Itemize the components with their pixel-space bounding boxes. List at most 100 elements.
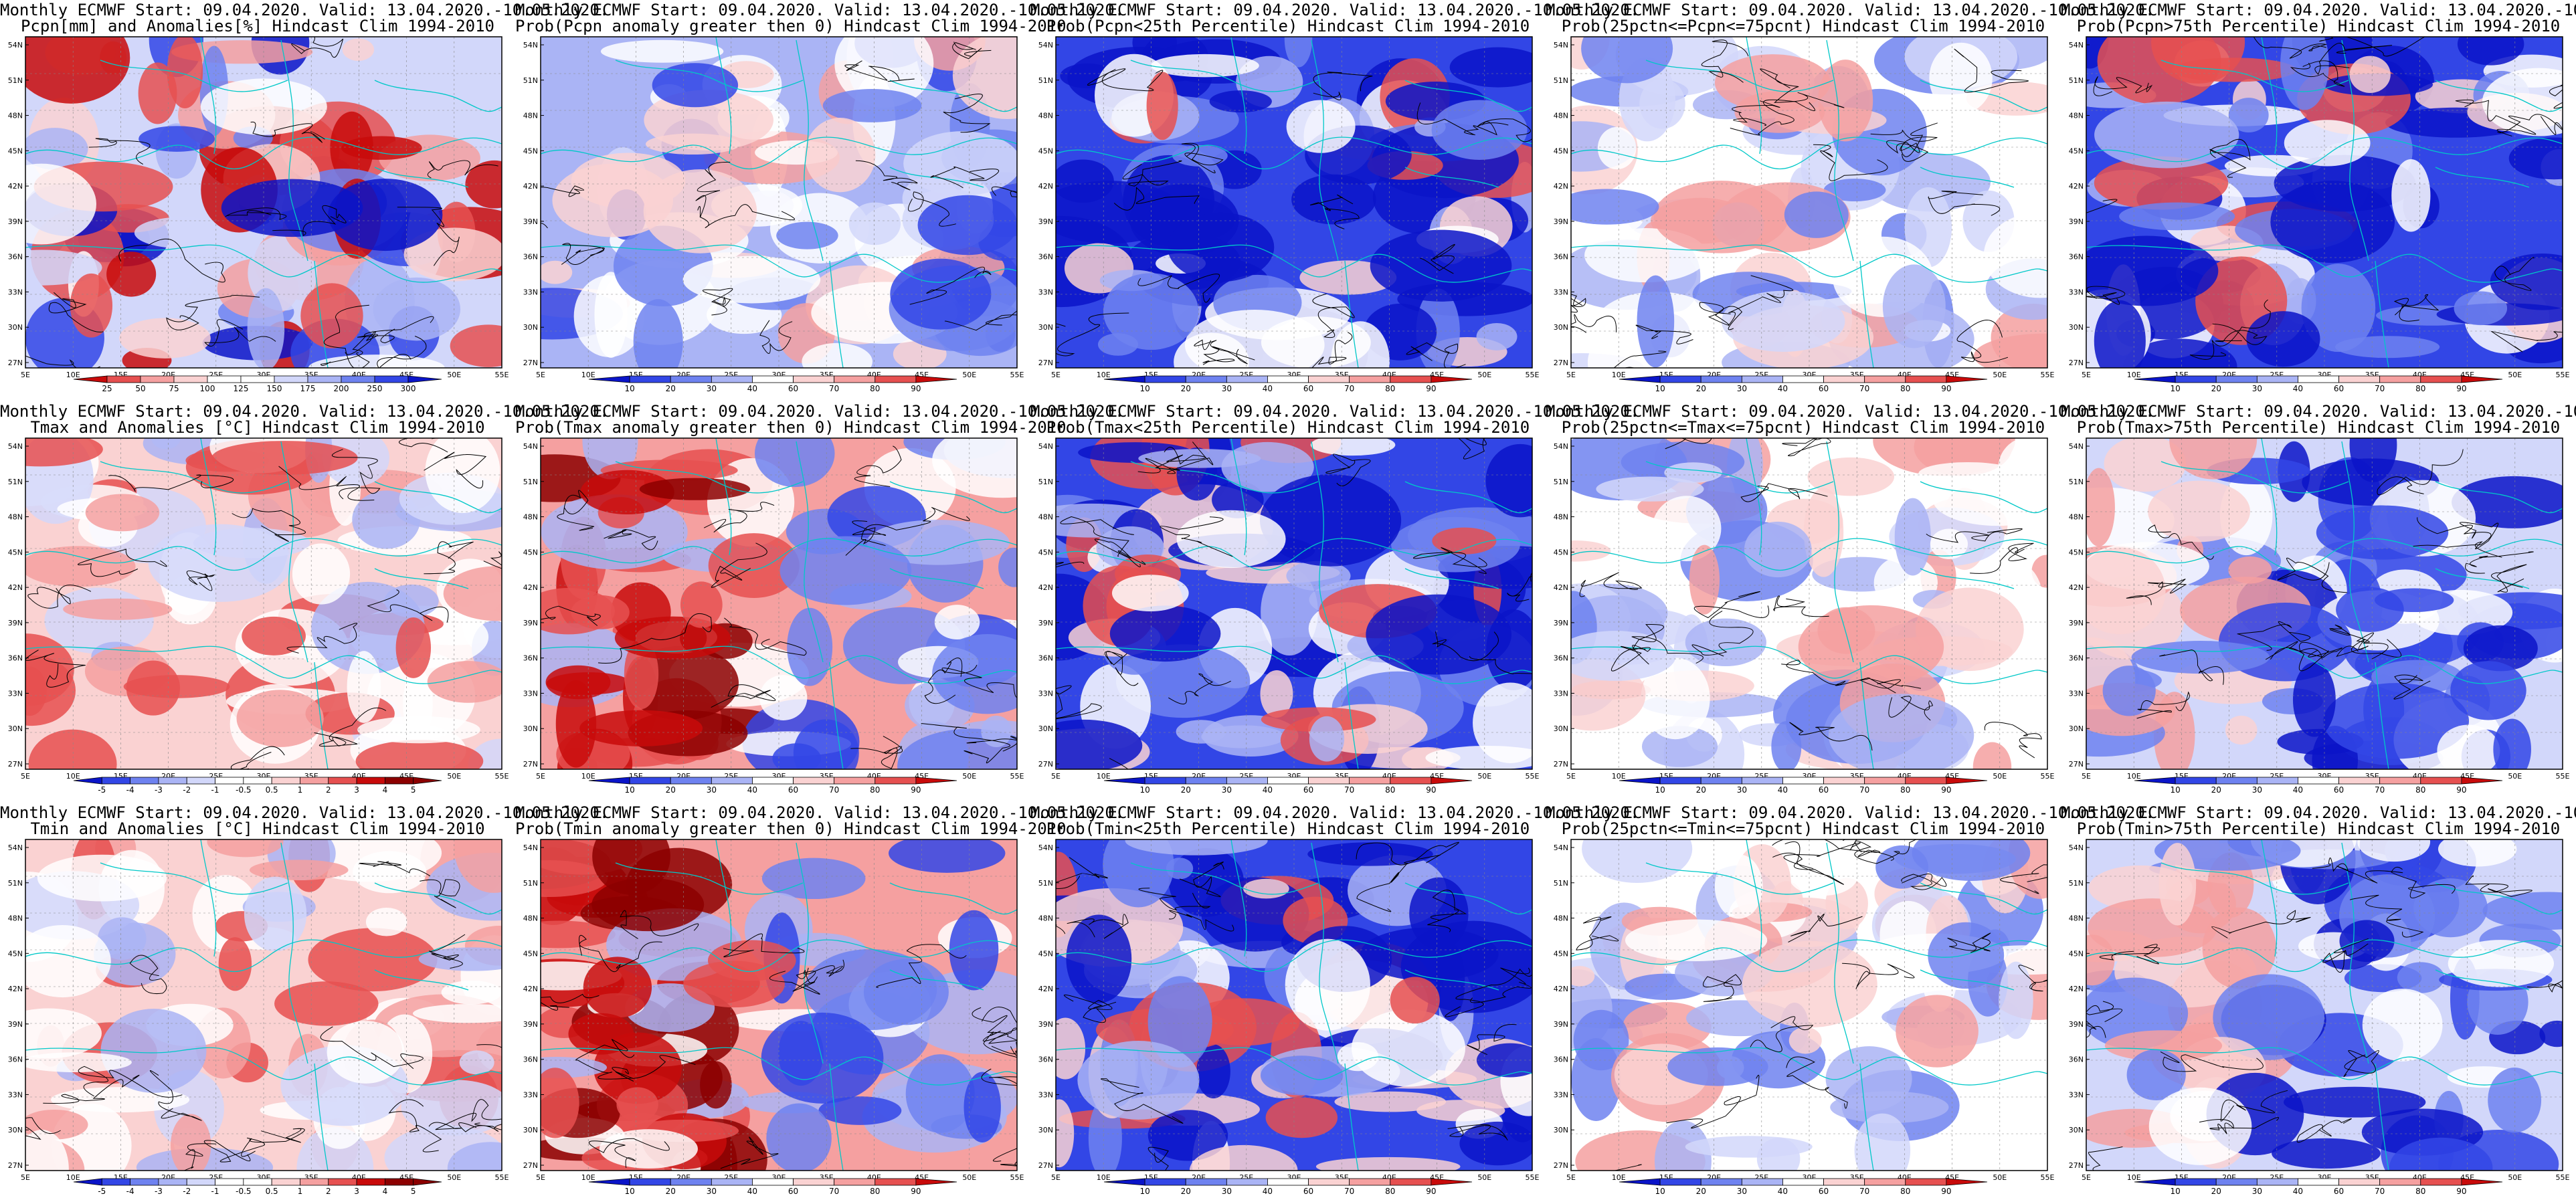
lat-tick-label: 54N	[1554, 41, 1568, 49]
lat-tick-label: 36N	[2069, 654, 2084, 663]
lat-tick-label: 51N	[2069, 879, 2084, 888]
colorbar-tick-label: 90	[911, 1187, 921, 1196]
lat-tick-label: 54N	[2069, 442, 2084, 451]
lat-tick-label: 51N	[1554, 478, 1568, 486]
lon-tick-label: 55E	[2556, 1173, 2570, 1182]
map-panel-tmin-2: Monthly ECMWF Start: 09.04.2020. Valid: …	[1030, 803, 1640, 1204]
map-panel-precipitation-1: Monthly ECMWF Start: 09.04.2020. Valid: …	[515, 0, 1124, 401]
panel-title-line2: Prob(25pctn<=Tmin<=75pcnt) Hindcast Clim…	[1561, 819, 2045, 838]
colorbar-tick-label: 30	[2252, 384, 2262, 393]
map-frame	[540, 839, 1018, 1171]
colorbar-tick-label: 20	[666, 384, 676, 393]
colorbar-tick-label: -0.5	[236, 1187, 251, 1196]
lat-tick-label: 27N	[523, 1161, 538, 1170]
lon-tick-label: 50E	[447, 772, 461, 781]
colorbar-tick-label: 125	[234, 384, 249, 393]
lat-tick-label: 33N	[8, 288, 23, 296]
lat-tick-label: 39N	[8, 1020, 23, 1029]
lat-tick-label: 42N	[523, 985, 538, 993]
panel-title-line2: Prob(25pctn<=Tmax<=75pcnt) Hindcast Clim…	[1561, 418, 2045, 437]
colorbar-tick-label: 60	[1819, 384, 1829, 393]
colorbar-tick-label: 20	[2211, 384, 2221, 393]
map-frame	[25, 839, 502, 1171]
lat-tick-label: 48N	[2069, 112, 2084, 120]
colorbar-tick-label: 90	[1426, 384, 1436, 393]
colorbar-tick-label: 4	[383, 785, 388, 795]
map-frame	[540, 36, 1018, 369]
lon-tick-label: 10E	[66, 1173, 80, 1182]
map-frame	[1570, 36, 2048, 369]
panel-title-line1: Monthly ECMWF Start: 09.04.2020. Valid: …	[1030, 803, 1640, 822]
lon-tick-label: 5E	[21, 772, 30, 781]
lat-tick-label: 48N	[1038, 914, 1053, 923]
colorbar: 10 20 30 40 60 70 80 90	[2134, 375, 2503, 393]
colorbar-tick-label: 40	[1263, 1187, 1273, 1196]
colorbar: 10 20 30 40 60 70 80 90	[2134, 1178, 2503, 1196]
colorbar-tick-label: 1	[298, 785, 303, 795]
lat-tick-label: 36N	[1038, 654, 1053, 663]
colorbar-tick-label: 40	[2293, 785, 2303, 795]
colorbar: 10 20 30 40 60 70 80 90	[588, 1178, 957, 1196]
colorbar-tick-label: -1	[211, 1187, 219, 1196]
lon-tick-label: 5E	[1566, 772, 1576, 781]
colorbar-tick-label: 70	[2375, 384, 2385, 393]
lat-tick-label: 36N	[1038, 1056, 1053, 1064]
colorbar-tick-label: 90	[1426, 1187, 1436, 1196]
map-panel-tmax-3: Monthly ECMWF Start: 09.04.2020. Valid: …	[1546, 401, 2154, 803]
lat-tick-label: 36N	[1554, 1056, 1568, 1064]
lon-tick-label: 55E	[2041, 371, 2055, 379]
colorbar-tick-label: 0.5	[266, 1187, 278, 1196]
lat-tick-label: 51N	[523, 478, 538, 486]
colorbar-tick-label: 80	[1385, 384, 1395, 393]
lon-tick-label: 50E	[1993, 772, 2007, 781]
lon-tick-label: 55E	[495, 371, 509, 379]
colorbar: 10 20 30 40 60 70 80 90	[1103, 777, 1473, 795]
colorbar: 10 20 30 40 60 70 80 90	[2134, 777, 2503, 795]
lon-tick-label: 50E	[1477, 772, 1491, 781]
colorbar-tick-label: 20	[2211, 785, 2221, 795]
lat-tick-label: 36N	[8, 1056, 23, 1064]
lat-tick-label: 51N	[2069, 478, 2084, 486]
lat-tick-label: 27N	[8, 359, 23, 367]
lat-tick-label: 30N	[1554, 323, 1568, 332]
lon-tick-label: 5E	[1566, 371, 1576, 379]
lat-tick-label: 33N	[1554, 689, 1568, 698]
lat-tick-label: 36N	[1554, 654, 1568, 663]
colorbar-tick-label: 10	[2170, 785, 2180, 795]
lat-tick-label: 45N	[8, 949, 23, 958]
lat-tick-label: 30N	[1038, 724, 1053, 733]
colorbar: 10 20 30 40 60 70 80 90	[1619, 777, 1988, 795]
colorbar-tick-label: 60	[1303, 1187, 1313, 1196]
colorbar-tick-label: 3	[354, 785, 359, 795]
colorbar-tick-label: 40	[747, 785, 757, 795]
colorbar-tick-label: 80	[1385, 1187, 1395, 1196]
colorbar-tick-label: 90	[2456, 1187, 2466, 1196]
colorbar-tick-label: 30	[1737, 384, 1747, 393]
lat-tick-label: 30N	[8, 724, 23, 733]
colorbar-tick-label: 30	[1222, 1187, 1232, 1196]
lat-tick-label: 54N	[523, 843, 538, 852]
lon-tick-label: 50E	[962, 1173, 976, 1182]
lon-tick-label: 50E	[962, 772, 976, 781]
lat-tick-label: 36N	[1038, 253, 1053, 262]
lat-tick-label: 30N	[523, 1126, 538, 1134]
lat-tick-label: 36N	[8, 654, 23, 663]
lon-tick-label: 55E	[2556, 371, 2570, 379]
colorbar-tick-label: 60	[2334, 384, 2344, 393]
colorbar-tick-label: 10	[624, 785, 634, 795]
lat-tick-label: 48N	[523, 513, 538, 522]
lat-tick-label: 27N	[8, 1161, 23, 1170]
map-field	[25, 438, 502, 769]
lat-tick-label: 30N	[2069, 1126, 2084, 1134]
colorbar-tick-label: 30	[1737, 785, 1747, 795]
colorbar-tick-label: 80	[2415, 785, 2425, 795]
colorbar-tick-label: 10	[1655, 384, 1665, 393]
lat-tick-label: 54N	[8, 442, 23, 451]
lat-tick-label: 39N	[523, 619, 538, 627]
colorbar-tick-label: 20	[1181, 384, 1191, 393]
colorbar-tick-label: 80	[870, 785, 880, 795]
colorbar-tick-label: 70	[829, 1187, 839, 1196]
colorbar-tick-label: 90	[911, 384, 921, 393]
panel-title-line2: Tmin and Anomalies [°C] Hindcast Clim 19…	[30, 819, 485, 838]
